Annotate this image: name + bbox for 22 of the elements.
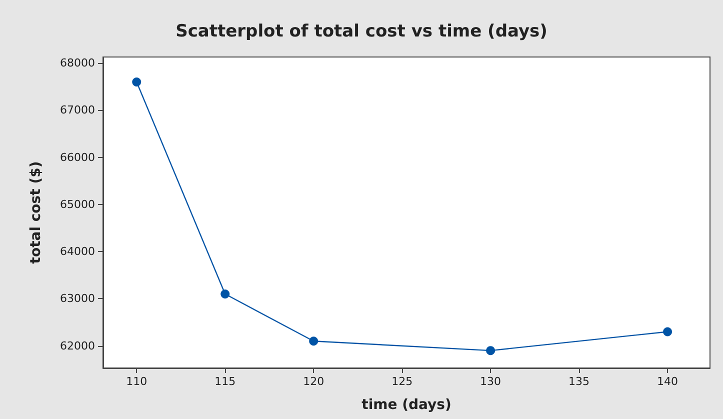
- x-tick-label: 110: [126, 375, 148, 388]
- x-tick-label: 140: [657, 375, 678, 388]
- point: [486, 346, 496, 356]
- y-tick-label: 65000: [60, 198, 95, 211]
- x-axis-title: time (days): [362, 397, 452, 413]
- y-tick-label: 66000: [60, 150, 95, 164]
- point: [309, 336, 318, 346]
- point: [220, 290, 230, 299]
- point: [663, 327, 672, 336]
- y-axis-title: total cost ($): [28, 161, 44, 264]
- x-tick-label: 135: [568, 375, 590, 388]
- x-tick-label: 120: [303, 375, 324, 388]
- y-tick-label: 62000: [60, 339, 95, 352]
- y-tick-label: 64000: [60, 245, 95, 258]
- point: [132, 77, 142, 86]
- chart-title: Scatterplot of total cost vs time (days): [176, 22, 548, 42]
- x-tick-label: 115: [214, 375, 236, 388]
- y-tick-label: 63000: [60, 292, 95, 306]
- y-tick-label: 68000: [60, 56, 95, 70]
- y-tick-label: 67000: [60, 104, 95, 117]
- x-tick-label: 130: [480, 375, 502, 388]
- x-tick-label: 125: [392, 375, 413, 388]
